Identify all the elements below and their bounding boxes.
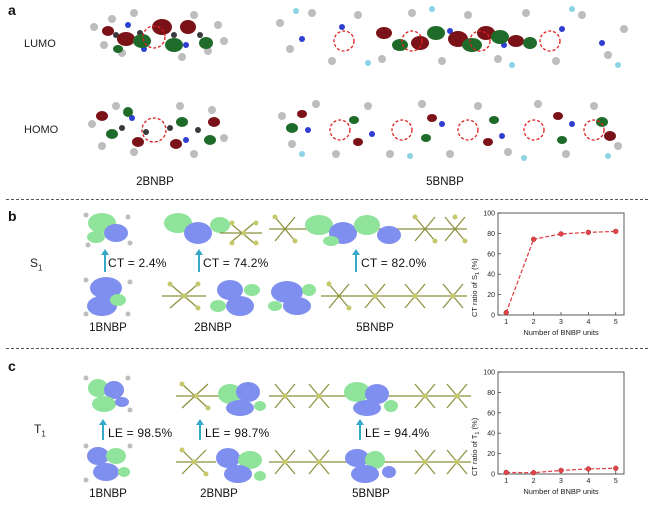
t1-5bnbp-arrow	[356, 419, 364, 440]
caption-a-5bnbp: 5BNBP	[426, 176, 464, 188]
chart-t1-point-3	[558, 467, 564, 474]
caption-c-5bnbp: 5BNBP	[352, 488, 390, 500]
t1-2bnbp-le-label: LE = 98.7%	[205, 426, 270, 440]
chart-s1-xtick-label: 3	[559, 319, 563, 326]
t1-1bnbp-top-orbital	[83, 375, 133, 413]
s1-1bnbp-bottom-orbital	[83, 277, 133, 317]
s1-5bnbp-ct-label: CT = 82.0%	[361, 256, 427, 270]
s1-2bnbp-arrow	[195, 249, 203, 272]
chart-s1-point-2	[530, 236, 537, 242]
chart-s1: CT ratio of S1 (%) Number of BNBP units …	[470, 211, 625, 337]
caption-c-1bnbp: 1BNBP	[89, 488, 127, 500]
lumo-row-label: LUMO	[24, 38, 56, 50]
t1-1bnbp-le-label: LE = 98.5%	[108, 426, 173, 440]
chart-t1-ytick-label: 80	[487, 390, 495, 397]
chart-t1-xtick-label: 3	[559, 478, 563, 485]
chart-s1-ytick-label: 80	[487, 231, 495, 238]
chart-s1-xtick-label: 4	[586, 319, 590, 326]
chart-t1-xtick-label: 1	[504, 478, 508, 485]
t1-state-sub: 1	[41, 429, 46, 439]
lumo-5bnbp-molecule	[276, 6, 628, 68]
s1-1bnbp-arrow	[101, 249, 109, 272]
divider-bc	[6, 348, 648, 349]
chart-s1-xtick-label: 2	[532, 319, 536, 326]
chart-s1-ytick-label: 0	[491, 313, 495, 320]
t1-2bnbp-arrow	[196, 419, 204, 440]
t1-1bnbp-arrow	[99, 419, 107, 440]
t1-1bnbp-bottom-orbital	[83, 443, 133, 483]
t1-2bnbp-bottom-orbital	[176, 447, 266, 483]
chart-t1-xtick-label: 2	[532, 478, 536, 485]
chart-s1-xlabel: Number of BNBP units	[523, 328, 599, 337]
caption-b-1bnbp: 1BNBP	[89, 322, 127, 334]
t1-5bnbp-le-label: LE = 94.4%	[365, 426, 430, 440]
s1-state-sub: 1	[38, 263, 43, 273]
caption-c-2bnbp: 2BNBP	[200, 488, 238, 500]
chart-s1-ytick-label: 100	[483, 211, 495, 218]
chart-t1-ylabel-tail: (%)	[470, 417, 479, 431]
chart-s1-ylabel: CT ratio of S1 (%)	[470, 258, 481, 317]
chart-t1-ytick-label: 20	[487, 451, 495, 458]
caption-b-2bnbp: 2BNBP	[194, 322, 232, 334]
chart-t1-xlabel: Number of BNBP units	[523, 487, 599, 496]
chart-s1-xtick-label: 5	[614, 319, 618, 326]
s1-1bnbp-top-orbital	[83, 212, 133, 248]
s1-state-label: S1	[30, 256, 42, 272]
chart-s1-xtick-label: 1	[504, 319, 508, 326]
caption-b-5bnbp: 5BNBP	[356, 322, 394, 334]
t1-5bnbp-top-orbital	[269, 382, 471, 416]
chart-t1-ylabel-main: CT ratio of T	[470, 434, 479, 476]
s1-1bnbp-ct-label: CT = 2.4%	[108, 256, 167, 270]
chart-t1-ytick-label: 60	[487, 410, 495, 417]
chart-s1-ytick-label: 20	[487, 292, 495, 299]
chart-s1-series-line	[505, 230, 616, 313]
chart-s1-point-3	[558, 231, 564, 237]
s1-state-letter: S	[30, 256, 39, 270]
chart-t1-point-5	[613, 465, 619, 471]
homo-2bnbp-molecule	[88, 102, 228, 158]
panel-c-label: c	[8, 358, 16, 374]
s1-2bnbp-bottom-orbital	[162, 280, 260, 316]
chart-s1-frame	[497, 212, 625, 316]
chart-s1-ylabel-sub: 1	[475, 272, 481, 275]
chart-t1-point-1	[503, 469, 509, 476]
chart-t1-frame	[497, 371, 625, 475]
lumo-2bnbp-molecule	[90, 9, 228, 61]
chart-t1-ytick-label: 40	[487, 431, 495, 438]
t1-2bnbp-top-orbital	[176, 381, 266, 416]
t1-5bnbp-bottom-orbital	[269, 449, 471, 483]
homo-row-label: HOMO	[24, 124, 59, 136]
chart-t1-xtick-label: 4	[586, 478, 590, 485]
s1-2bnbp-ct-label: CT = 74.2%	[203, 256, 269, 270]
chart-s1-point-1	[503, 309, 509, 316]
chart-s1-point-5	[613, 228, 619, 235]
chart-t1-ytick-label: 0	[491, 472, 495, 479]
chart-t1-ytick-label: 100	[483, 370, 495, 377]
s1-2bnbp-top-orbital	[164, 213, 262, 246]
panel-a-label: a	[8, 2, 16, 18]
chart-s1-ylabel-tail: (%)	[470, 258, 479, 272]
chart-t1-xtick-label: 5	[614, 478, 618, 485]
chart-s1-ylabel-main: CT ratio of S	[470, 275, 479, 317]
chart-s1-point-4	[585, 229, 592, 236]
s1-5bnbp-arrow	[352, 249, 360, 272]
t1-state-letter: T	[34, 422, 42, 436]
homo-5bnbp-molecule	[278, 100, 622, 161]
panel-b-label: b	[8, 208, 17, 224]
s1-5bnbp-bottom-orbital	[268, 281, 467, 315]
chart-t1-ylabel: CT ratio of T1 (%)	[470, 417, 481, 476]
chart-t1-ylabel-sub: 1	[475, 432, 481, 435]
chart-t1-point-4	[585, 466, 592, 472]
caption-a-2bnbp: 2BNBP	[136, 176, 174, 188]
chart-s1-ytick-label: 60	[487, 251, 495, 258]
s1-5bnbp-top-orbital	[269, 214, 468, 246]
chart-t1: CT ratio of T1 (%) Number of BNBP units …	[470, 370, 625, 496]
chart-t1-point-2	[530, 470, 537, 476]
t1-state-label: T1	[34, 422, 46, 438]
divider-ab	[6, 199, 648, 200]
chart-s1-ytick-label: 40	[487, 272, 495, 279]
